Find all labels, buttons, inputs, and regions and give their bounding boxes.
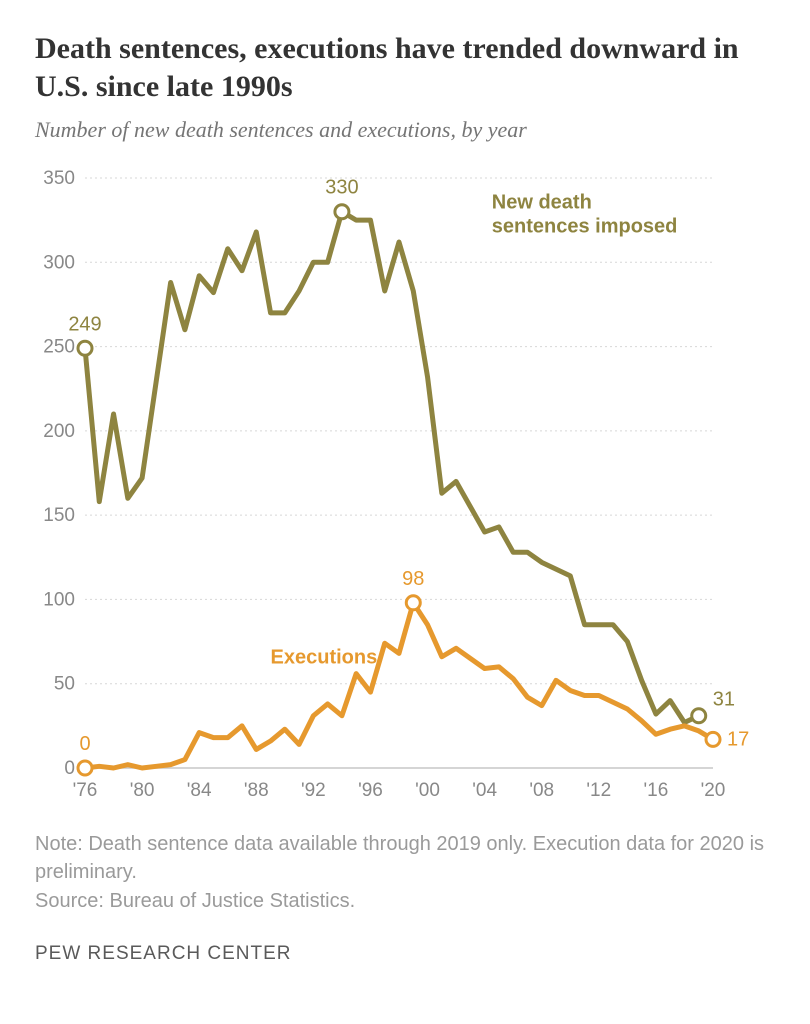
line-chart-svg: 0 50 100 150 200 250 300 350 '76 '80 '84 '88 '92 '96 '…	[35, 168, 775, 808]
series-executions	[85, 603, 713, 768]
svg-text:'84: '84	[187, 780, 212, 801]
chart-source: Source: Bureau of Justice Statistics.	[35, 890, 775, 913]
footer-attribution: PEW RESEARCH CENTER	[35, 943, 775, 965]
svg-text:200: 200	[43, 421, 75, 442]
svg-text:100: 100	[43, 589, 75, 610]
svg-text:sentences imposed: sentences imposed	[492, 215, 678, 237]
svg-text:'12: '12	[586, 780, 611, 801]
svg-text:'08: '08	[529, 780, 554, 801]
svg-text:250: 250	[43, 337, 75, 358]
svg-text:'88: '88	[244, 780, 269, 801]
svg-text:New death: New death	[492, 191, 592, 213]
chart-note: Note: Death sentence data available thro…	[35, 830, 775, 886]
svg-text:350: 350	[43, 168, 75, 189]
svg-text:249: 249	[68, 313, 101, 335]
svg-text:'96: '96	[358, 780, 383, 801]
svg-text:0: 0	[64, 758, 75, 779]
svg-text:0: 0	[79, 733, 90, 755]
svg-text:31: 31	[713, 689, 735, 711]
svg-text:50: 50	[54, 674, 75, 695]
svg-text:330: 330	[325, 177, 358, 199]
svg-text:'80: '80	[130, 780, 155, 801]
svg-text:'00: '00	[415, 780, 440, 801]
svg-text:'04: '04	[472, 780, 497, 801]
svg-text:'92: '92	[301, 780, 326, 801]
svg-text:Executions: Executions	[271, 646, 378, 668]
svg-text:300: 300	[43, 252, 75, 273]
svg-text:'16: '16	[644, 780, 669, 801]
svg-text:98: 98	[402, 568, 424, 590]
chart-title: Death sentences, executions have trended…	[35, 30, 775, 105]
svg-text:150: 150	[43, 505, 75, 526]
chart-area: 0 50 100 150 200 250 300 350 '76 '80 '84 '88 '92 '96 '…	[35, 168, 775, 808]
svg-text:'76: '76	[73, 780, 98, 801]
svg-text:'20: '20	[701, 780, 726, 801]
svg-text:17: 17	[727, 728, 749, 750]
chart-subtitle: Number of new death sentences and execut…	[35, 117, 775, 143]
